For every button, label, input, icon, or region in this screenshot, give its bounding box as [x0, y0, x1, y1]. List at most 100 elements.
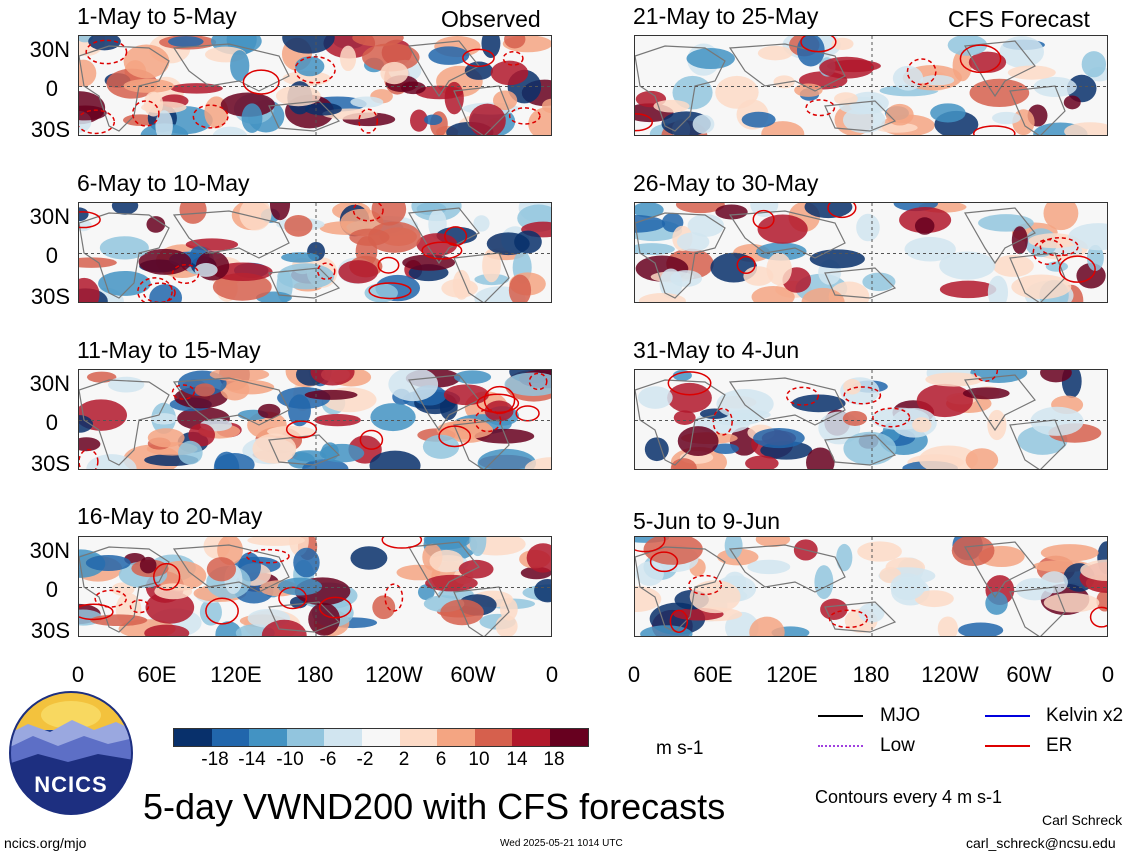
- colorbar-swatch: [400, 729, 438, 746]
- observed-label: Observed: [441, 6, 541, 33]
- colorbar-swatch: [362, 729, 400, 746]
- anomaly-blob: [940, 281, 996, 298]
- author-email: carl_schreck@ncsu.edu: [966, 835, 1116, 851]
- x-tick-label: 120W: [910, 662, 990, 688]
- legend-swatch-mjo: [818, 715, 863, 717]
- anomaly-blob: [144, 92, 163, 117]
- map-field: [79, 537, 552, 637]
- colorbar-swatch: [287, 729, 325, 746]
- anomaly-blob: [277, 263, 334, 289]
- anomaly-blob: [444, 384, 489, 405]
- colorbar-label: 14: [497, 749, 537, 771]
- colorbar-swatch: [324, 729, 362, 746]
- legend-label: MJO: [880, 705, 920, 727]
- colorbar-label: -18: [195, 749, 235, 771]
- anomaly-blob: [862, 273, 895, 292]
- anomaly-blob: [148, 428, 185, 447]
- anomaly-blob: [100, 236, 149, 259]
- anomaly-blob: [124, 79, 174, 93]
- map-panel: [78, 536, 552, 637]
- anomaly-blob: [146, 216, 165, 233]
- x-tick-label: 60W: [989, 662, 1069, 688]
- panel-title: 16-May to 20-May: [77, 503, 262, 530]
- panel-title: 26-May to 30-May: [633, 170, 818, 197]
- x-tick-label: 0: [1068, 662, 1135, 688]
- anomaly-blob: [857, 541, 902, 561]
- map-field: [635, 370, 1108, 470]
- legend-label: Low: [880, 735, 915, 757]
- legend-swatch-er: [985, 745, 1030, 747]
- y-tick-label: 0: [0, 410, 58, 436]
- anomaly-blob: [758, 215, 808, 244]
- anomaly-blob: [496, 615, 518, 637]
- anomaly-blob: [372, 595, 395, 619]
- anomaly-blob: [151, 413, 177, 424]
- anomaly-blob: [1064, 95, 1081, 109]
- anomaly-blob: [305, 390, 358, 400]
- map-panel: [78, 35, 552, 136]
- contour-note: Contours every 4 m s-1: [815, 787, 1002, 808]
- anomaly-blob: [1046, 261, 1068, 271]
- colorbar: [173, 728, 589, 747]
- map-field: [79, 370, 552, 470]
- anomaly-blob: [1044, 593, 1100, 612]
- map-field: [79, 36, 552, 136]
- anomaly-blob: [693, 115, 715, 134]
- anomaly-blob: [295, 56, 324, 76]
- anomaly-blob: [86, 555, 131, 571]
- y-tick-label: 30S: [12, 117, 70, 143]
- anomaly-blob: [454, 370, 491, 383]
- anomaly-blob: [370, 403, 415, 431]
- map-panel: [634, 536, 1108, 637]
- legend-swatch-kelvin: [985, 715, 1030, 717]
- y-tick-label: 30S: [12, 618, 70, 644]
- anomaly-blob: [978, 214, 1034, 231]
- colorbar-swatch: [550, 729, 588, 746]
- colorbar-label: 18: [534, 749, 574, 771]
- y-tick-label: 30N: [12, 204, 70, 230]
- anomaly-blob: [930, 103, 966, 122]
- anomaly-blob: [912, 417, 931, 432]
- anomaly-blob: [743, 266, 773, 286]
- colorbar-swatch: [437, 729, 475, 746]
- y-tick-label: 30S: [12, 284, 70, 310]
- anomaly-blob: [992, 112, 1021, 124]
- cfs-forecast-label: CFS Forecast: [948, 6, 1090, 33]
- anomaly-blob: [794, 83, 822, 96]
- anomaly-blob: [207, 557, 236, 581]
- anomaly-blob: [810, 249, 865, 268]
- legend-label: Kelvin x2: [1046, 705, 1123, 727]
- anomaly-blob: [645, 437, 669, 461]
- colorbar-swatch: [249, 729, 287, 746]
- panel-title: 11-May to 15-May: [77, 337, 261, 364]
- anomaly-blob: [674, 410, 696, 425]
- author-name: Carl Schreck: [1042, 812, 1122, 828]
- x-tick-label: 120W: [354, 662, 434, 688]
- main-title: 5-day VWND200 with CFS forecasts: [143, 786, 725, 828]
- y-tick-label: 30S: [12, 451, 70, 477]
- x-tick-label: 60E: [673, 662, 753, 688]
- anomaly-blob: [350, 546, 387, 570]
- anomaly-blob: [690, 580, 741, 613]
- anomaly-blob: [338, 260, 378, 283]
- colorbar-label: 10: [459, 749, 499, 771]
- colorbar-label: -14: [232, 749, 272, 771]
- map-field: [635, 537, 1108, 637]
- anomaly-blob: [843, 379, 861, 394]
- x-tick-label: 180: [831, 662, 911, 688]
- anomaly-blob: [678, 426, 719, 456]
- anomaly-blob: [284, 215, 312, 237]
- anomaly-blob: [178, 441, 203, 465]
- x-tick-label: 0: [594, 662, 674, 688]
- anomaly-blob: [90, 614, 147, 626]
- anomaly-blob: [350, 96, 383, 107]
- y-tick-label: 30N: [12, 37, 70, 63]
- anomaly-blob: [856, 214, 880, 241]
- anomaly-blob: [140, 557, 157, 574]
- colorbar-units: m s-1: [656, 738, 704, 760]
- anomaly-blob: [195, 383, 215, 396]
- map-field: [79, 203, 552, 303]
- anomaly-blob: [1041, 544, 1099, 561]
- anomaly-blob: [820, 599, 847, 620]
- x-tick-label: 0: [38, 662, 118, 688]
